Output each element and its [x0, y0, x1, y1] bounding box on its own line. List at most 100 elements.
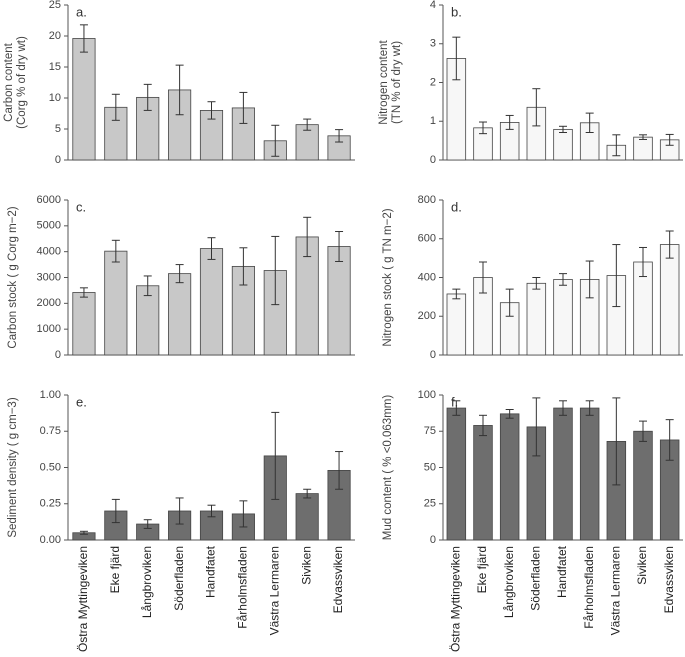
error-bar	[452, 36, 461, 81]
bar	[659, 244, 680, 356]
x-tick-label: Siviken	[299, 546, 313, 585]
error-bar	[479, 261, 487, 294]
error-bar	[665, 230, 674, 259]
y-tick-label: 20	[49, 30, 61, 42]
error-bar	[612, 244, 621, 308]
y-tick-label: 15	[49, 61, 61, 73]
x-tick-label: Östra Myttingeviken	[449, 546, 463, 652]
error-bar	[111, 93, 120, 121]
error-bar	[665, 133, 674, 146]
y-tick-label: 5	[55, 123, 61, 135]
panel-label: c.	[76, 199, 86, 214]
error-bar	[175, 64, 184, 116]
error-bar	[207, 101, 216, 120]
error-bar	[79, 530, 88, 535]
y-tick-label: 100	[418, 389, 436, 401]
error-bar	[175, 264, 184, 284]
error-bar	[479, 121, 487, 135]
y-axis-label: Nitrogen content	[378, 40, 390, 125]
bar	[633, 136, 653, 161]
error-bar	[452, 288, 461, 300]
error-bar	[532, 277, 541, 290]
y-axis-label: Mud content ( % <0.063mm)	[382, 395, 394, 541]
error-bar	[335, 129, 344, 143]
error-bar	[559, 400, 567, 416]
error-bar	[271, 124, 280, 157]
y-tick-label: 2000	[37, 297, 61, 309]
error-bar	[143, 519, 152, 529]
error-bar	[505, 114, 514, 130]
error-bar	[585, 112, 594, 133]
y-axis-label: (TN % of dry wt)	[391, 41, 403, 124]
error-bar	[111, 239, 120, 263]
y-tick-label: 0	[430, 534, 436, 546]
panel-label: a.	[76, 4, 87, 19]
bar	[553, 279, 573, 356]
y-axis-label: Carbon stock ( g Corg m−2)	[7, 206, 19, 348]
bar	[473, 425, 493, 541]
error-bar	[303, 216, 312, 258]
y-tick-label: 400	[418, 271, 436, 283]
bar	[168, 273, 192, 356]
y-tick-label: 5000	[37, 220, 61, 232]
panel-label: b.	[451, 4, 462, 19]
bar	[72, 292, 96, 356]
y-axis-label: Carbon content	[3, 42, 15, 121]
x-tick-label: Östra Myttingeviken	[76, 546, 90, 652]
panel-label: f.	[451, 394, 458, 409]
error-bar	[175, 497, 184, 525]
error-bar	[111, 498, 120, 524]
error-bar	[612, 134, 621, 157]
bar	[446, 407, 467, 541]
y-tick-label: 6000	[37, 194, 61, 206]
y-tick-label: 1.00	[40, 389, 61, 401]
y-tick-label: 3	[430, 38, 436, 50]
bar	[553, 128, 573, 161]
bar	[72, 38, 96, 161]
y-tick-label: 25	[424, 498, 436, 510]
error-bar	[143, 83, 152, 111]
error-bar	[585, 400, 594, 416]
error-bar	[559, 273, 567, 286]
y-tick-label: 2	[430, 76, 436, 88]
y-axis-label: Nitrogen stock ( g TN m−2)	[382, 208, 394, 346]
y-tick-label: 50	[424, 461, 436, 473]
error-bar	[639, 420, 647, 442]
y-tick-label: 0	[430, 154, 436, 166]
x-tick-label: Handfatet	[555, 545, 569, 598]
y-tick-label: 0.00	[40, 534, 61, 546]
error-bar	[452, 400, 461, 416]
bar	[199, 248, 224, 356]
error-bar	[239, 500, 248, 528]
error-bar	[207, 237, 216, 260]
x-tick-label: Edvassviken	[331, 546, 345, 613]
error-bar	[207, 504, 216, 518]
x-tick-label: Västra Lermaren	[267, 546, 281, 635]
y-tick-label: 200	[418, 310, 436, 322]
x-tick-label: Söderfladen	[529, 546, 543, 611]
bar	[104, 250, 128, 356]
error-bar	[143, 275, 152, 297]
y-tick-label: 25	[49, 0, 61, 11]
bar	[633, 430, 653, 541]
error-bar	[559, 125, 567, 133]
y-tick-label: 4	[430, 0, 436, 11]
bar	[327, 246, 351, 356]
error-bar	[585, 260, 594, 299]
x-tick-label: Fårholmsfladen	[582, 546, 596, 629]
error-bar	[303, 488, 312, 499]
y-tick-label: 3000	[37, 271, 61, 283]
y-tick-label: 0	[430, 349, 436, 361]
error-bar	[79, 24, 88, 53]
bar	[553, 407, 573, 541]
y-tick-label: 0.50	[40, 461, 61, 473]
error-bar	[335, 231, 344, 262]
x-tick-label: Långbroviken	[140, 546, 154, 618]
error-bar	[79, 287, 88, 298]
y-tick-label: 4000	[37, 246, 61, 258]
bar	[136, 285, 160, 356]
error-bar	[532, 397, 541, 457]
error-bar	[532, 88, 541, 127]
y-tick-label: 0.75	[40, 425, 61, 437]
